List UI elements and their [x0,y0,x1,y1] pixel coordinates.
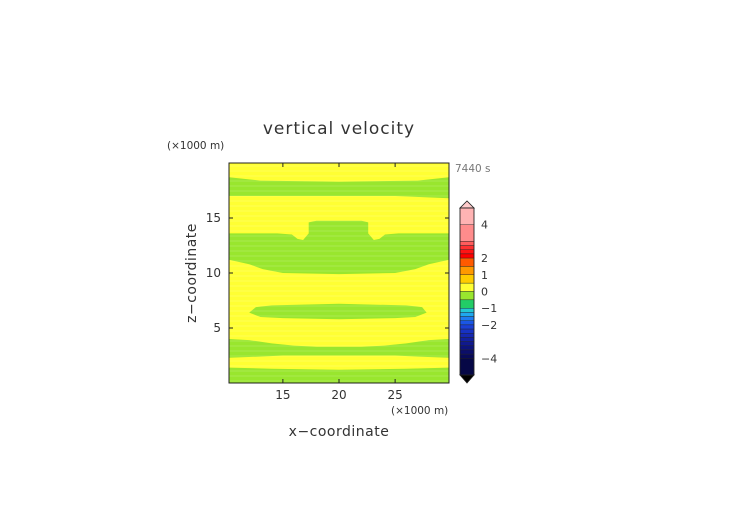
plot-area: 15 20 25 5 10 15 [206,162,450,402]
colorbar-bin [459,316,475,321]
colorbar-label: 1 [481,269,488,282]
colorbar-bin [459,282,475,292]
colorbar-bin [459,353,475,359]
colorbar-bin [459,266,475,276]
colorbar-bin [459,249,475,255]
colorbar-bin [459,308,475,313]
colorbar-bin [459,333,475,338]
colorbar-label: −4 [481,352,497,365]
colorbar-bin [459,224,475,242]
x-tick-label: 25 [387,388,402,402]
x-axis-label: x−coordinate [289,424,390,440]
colorbar-bin [459,324,475,330]
contour-region-band-low [229,339,449,358]
colorbar-bin [459,320,475,326]
colorbar-label: −1 [481,302,497,315]
contour-region-band-lower-mid [249,303,427,320]
colorbar-label: −2 [481,319,497,332]
colorbar-bin [459,257,475,267]
x-unit-label: (×1000 m) [391,405,448,417]
y-axis-label: z−coordinate [184,223,200,323]
colorbar-bin [459,245,475,250]
colorbar-label: 0 [481,286,488,299]
y-unit-label: (×1000 m) [167,140,224,152]
colorbar-bin [459,299,475,309]
colorbar-bin [459,241,475,246]
colorbar-over-triangle [459,200,475,209]
contour-region-band-top [229,177,449,199]
time-label: 7440 s [455,163,491,175]
colorbar-bin [459,341,475,346]
colorbar-frame [459,207,475,376]
contour-region-mid-block [229,220,449,275]
colorbar-bin [459,358,475,376]
colorbar-bin [459,207,475,225]
colorbar-bin [459,345,475,351]
colorbar-bin [459,291,475,301]
colorbar-label: 2 [481,252,488,265]
colorbar-bin [459,349,475,355]
y-tick-label: 5 [213,321,221,335]
contour-region-band-bottom [229,367,449,383]
colorbar-under-triangle [459,374,475,384]
colorbar-bin [459,253,475,259]
y-tick-label: 10 [206,266,221,280]
colorbar: 4 2 1 0 −1 −2 −4 [459,200,497,384]
colorbar-bin [459,337,475,342]
x-tick-label: 15 [275,388,290,402]
colorbar-label: 4 [481,219,488,232]
x-tick-label: 20 [331,388,346,402]
chart-title: vertical velocity [263,119,415,139]
colorbar-bin [459,274,475,284]
colorbar-bin [459,328,475,334]
colorbar-bin [459,312,475,317]
y-tick-label: 15 [206,211,221,225]
